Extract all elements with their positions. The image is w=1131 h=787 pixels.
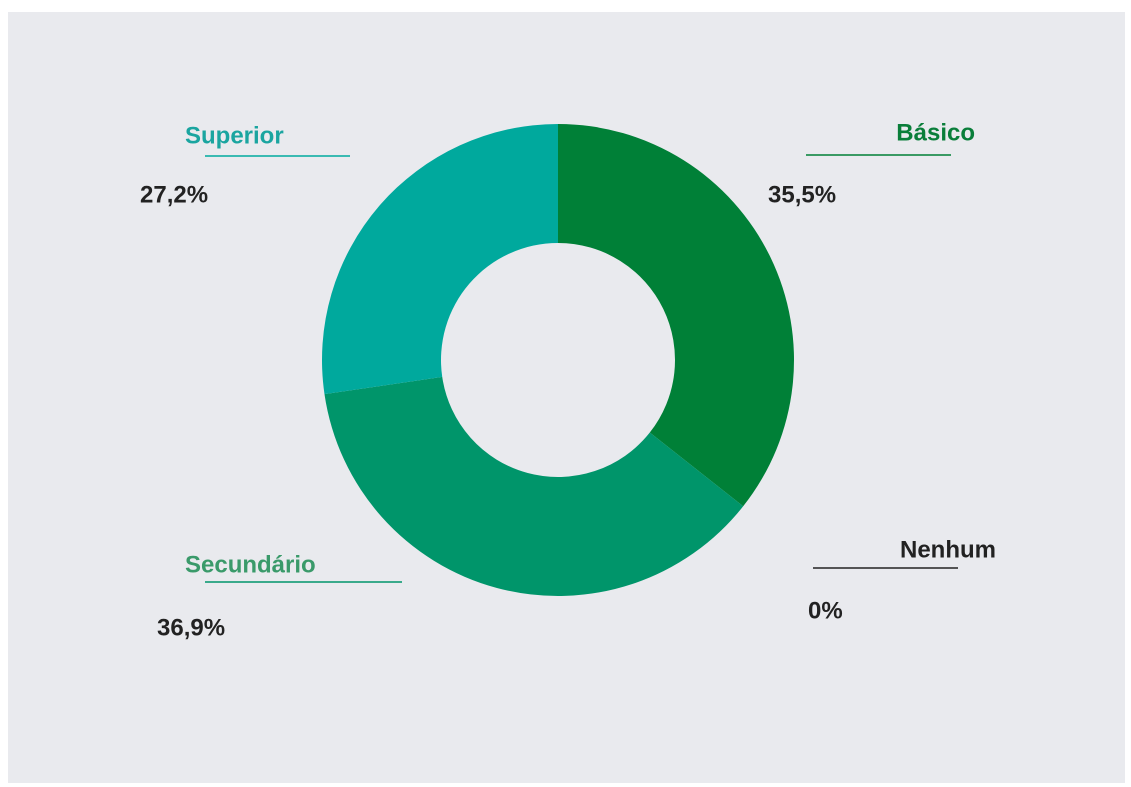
slice-value: 0% [808,597,843,624]
slice-value: 36,9% [157,614,225,641]
slice-name: Superior [185,122,284,149]
slice-name: Secundário [185,551,316,578]
slice-value: 35,5% [768,181,836,208]
slice-name: Básico [896,119,975,146]
slice-name: Nenhum [900,536,996,563]
slice-value: 27,2% [140,181,208,208]
donut-segment [322,124,558,395]
donut-segment [324,376,744,596]
donut-segment [558,124,795,507]
